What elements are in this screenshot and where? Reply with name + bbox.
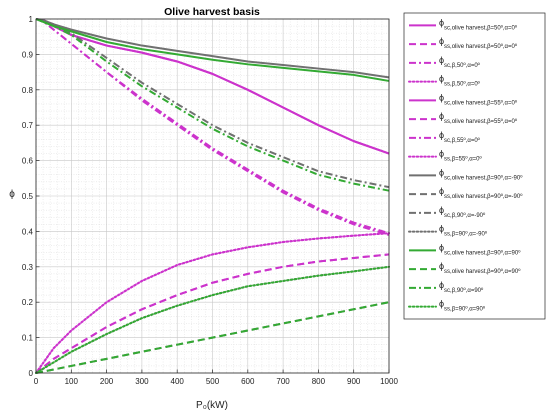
legend-label: ϕsc,olive harvest,β=90º,α=90º	[439, 242, 521, 256]
legend-label: ϕsc,β,55º,α=0º	[439, 130, 481, 144]
y-tick-label: 0.2	[22, 298, 34, 307]
x-tick-label: 100	[65, 377, 79, 386]
x-tick-label: 1000	[380, 377, 398, 386]
legend-label: ϕss,β=90º,α=-90º	[439, 224, 488, 238]
legend-label: ϕsc,olive harvest,β=90º,α=-90º	[439, 167, 523, 181]
legend-label: ϕsc,β,90º,α=90º	[439, 280, 484, 294]
legend-label: ϕsc,β,50º,α=0º	[439, 55, 481, 69]
series-group	[35, 18, 390, 374]
series-line	[35, 18, 390, 192]
y-tick-label: 1	[29, 15, 34, 24]
series-line	[35, 253, 390, 374]
legend-label: ϕss,β,50º,α=0º	[439, 74, 481, 88]
x-axis-label: P₀(kW)	[196, 400, 228, 411]
legend-label: ϕss,olive harvest,β=90º,α=-90º	[439, 186, 523, 200]
x-tick-label: 500	[206, 377, 220, 386]
legend-label: ϕsc,olive harvest,β=55º,α=0º	[439, 92, 518, 106]
x-tick-label: 200	[100, 377, 114, 386]
x-tick-label: 0	[34, 377, 39, 386]
x-tick-label: 300	[135, 377, 149, 386]
series-line	[35, 232, 390, 374]
series-line	[35, 301, 390, 374]
x-tick-label: 700	[276, 377, 290, 386]
legend-label: ϕss,olive harvest,β=50º,α=0º	[439, 36, 518, 50]
legend-label: ϕss,olive harvest,β=55º,α=0º	[439, 111, 518, 125]
series-line	[35, 18, 390, 235]
legend-label: ϕss,β=55º,α=0º	[439, 149, 483, 163]
y-tick-label: 0	[29, 369, 34, 378]
legend-label: ϕsc,β,90º,α=-90º	[439, 205, 486, 219]
x-tick-label: 400	[171, 377, 185, 386]
chart-title: Olive harvest basis	[164, 6, 260, 18]
legend-box	[403, 12, 546, 320]
legend-label: ϕss,β=90º,α=90º	[439, 299, 486, 313]
y-tick-label: 0.1	[22, 334, 34, 343]
y-tick-label: 0.4	[22, 227, 34, 236]
y-tick-label: 0.7	[22, 121, 34, 130]
y-tick-label: 0.9	[22, 50, 34, 59]
legend-label: ϕss,olive harvest,β=90º,α=90º	[439, 261, 521, 275]
x-tick-label: 600	[241, 377, 255, 386]
legend-label: ϕsc,olive harvest,β=50º,α=0º	[439, 17, 518, 31]
series-line	[35, 265, 390, 374]
series-line	[35, 18, 390, 189]
y-tick-label: 0.6	[22, 157, 34, 166]
y-tick-label: 0.8	[22, 86, 34, 95]
legend: ϕsc,olive harvest,β=50º,α=0º ϕss,olive ha…	[403, 12, 546, 320]
x-tick-label: 800	[312, 377, 326, 386]
y-axis-label: ϕ	[9, 189, 15, 200]
y-tick-label: 0.3	[22, 263, 34, 272]
y-tick-label: 0.5	[22, 192, 34, 201]
axes: 0 100 200 300 400 500 600 700 800 900 1000 0 0.1 0.2 0…	[22, 15, 399, 386]
x-tick-label: 900	[347, 377, 361, 386]
